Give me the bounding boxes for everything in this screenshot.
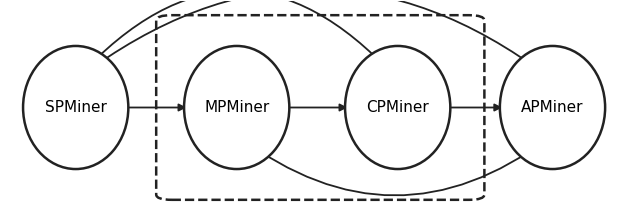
Text: SPMiner: SPMiner (45, 100, 106, 115)
Text: CPMiner: CPMiner (366, 100, 429, 115)
FancyArrowPatch shape (78, 0, 549, 78)
Ellipse shape (23, 46, 128, 169)
Ellipse shape (345, 46, 450, 169)
FancyArrowPatch shape (287, 104, 346, 111)
FancyArrowPatch shape (126, 104, 185, 111)
Text: APMiner: APMiner (521, 100, 583, 115)
FancyArrowPatch shape (78, 0, 394, 78)
FancyArrowPatch shape (239, 137, 549, 195)
Ellipse shape (500, 46, 605, 169)
Text: MPMiner: MPMiner (204, 100, 269, 115)
Ellipse shape (184, 46, 289, 169)
FancyArrowPatch shape (448, 104, 500, 111)
